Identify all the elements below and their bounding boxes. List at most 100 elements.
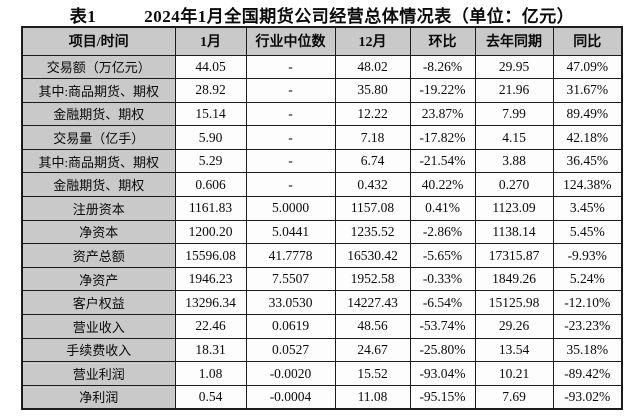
cell-value: 13296.34 (174, 290, 247, 316)
cell-value: 1952.58 (334, 266, 411, 292)
table-row: 其中:商品期货、期权 28.92-35.80 -19.22% 21.96 31.67% (21, 78, 623, 103)
cell-value: 44.05 (174, 54, 247, 80)
table-title-row: 表1 2024年1月全国期货公司经营总体情况表（单位：亿元） (22, 2, 622, 27)
cell-value: 31.67% (552, 78, 623, 103)
cell-value: 29.26 (474, 314, 554, 339)
column-header: 去年同期 (474, 26, 554, 56)
page-title: 2024年1月全国期货公司经营总体情况表（单位：亿元） (144, 7, 575, 26)
cell-value: 7.99 (474, 101, 554, 127)
table-row: 净资产 1946.23 7.5507 1952.58 -0.33% 1849.26 5.24… (21, 266, 623, 292)
cell-value: - (245, 101, 336, 127)
row-label: 交易额（万亿元） (21, 54, 176, 80)
table-row: 金融期货、期权 0.606-0.432 40.22% 0.270 124.38% (21, 172, 623, 198)
row-label: 资产总额 (21, 243, 176, 268)
cell-value: -17.82% (409, 125, 476, 150)
cell-value: 35.80 (334, 78, 411, 103)
cell-value: 5.45% (552, 219, 623, 245)
cell-value: 15596.08 (174, 243, 247, 268)
cell-value: 15.14 (174, 101, 247, 127)
cell-value: 29.95 (474, 54, 554, 80)
cell-value: -23.23% (552, 314, 623, 339)
table-row: 金融期货、期权 15.14-12.22 23.87% 7.99 89.49% (21, 101, 623, 127)
row-label: 净利润 (21, 384, 176, 410)
cell-value: 0.432 (334, 172, 411, 198)
row-label: 营业收入 (21, 314, 176, 339)
cell-value: 4.15 (474, 125, 554, 150)
cell-value: 0.0619 (245, 314, 336, 339)
cell-value: 1235.52 (334, 219, 411, 245)
cell-value: - (245, 172, 336, 198)
table-header-row: 项目/时间 1月 行业中位数 12月 环比 去年同期 同比 (21, 26, 623, 56)
table-row: 净利润 0.54 -0.0004 11.08 -95.15% 7.69 -93.02% (21, 384, 623, 410)
cell-value: 7.5507 (245, 266, 336, 292)
cell-value: 0.54 (174, 384, 247, 410)
cell-value: -53.74% (409, 314, 476, 339)
cell-value: 18.31 (174, 337, 247, 363)
cell-value: 10.21 (474, 361, 554, 386)
cell-value: 5.0441 (245, 219, 336, 245)
cell-value: 124.38% (552, 172, 623, 198)
cell-value: 36.45% (552, 148, 623, 174)
cell-value: 1200.20 (174, 219, 247, 245)
table-row: 其中:商品期货、期权 5.29-6.74 -21.54% 3.88 36.45% (21, 148, 623, 174)
row-label: 交易量（亿手） (21, 125, 176, 150)
cell-value: 0.0527 (245, 337, 336, 363)
row-label: 净资产 (21, 266, 176, 292)
cell-value: 1849.26 (474, 266, 554, 292)
cell-value: 42.18% (552, 125, 623, 150)
cell-value: -89.42% (552, 361, 623, 386)
cell-value: 40.22% (409, 172, 476, 198)
cell-value: -9.93% (552, 243, 623, 268)
cell-value: -25.80% (409, 337, 476, 363)
cell-value: -0.33% (409, 266, 476, 292)
cell-value: 28.92 (174, 78, 247, 103)
cell-value: 0.41% (409, 196, 476, 221)
cell-value: 17315.87 (474, 243, 554, 268)
row-label: 金融期货、期权 (21, 101, 176, 127)
cell-value: 11.08 (334, 384, 411, 410)
cell-value: 1946.23 (174, 266, 247, 292)
cell-value: 16530.42 (334, 243, 411, 268)
table-row: 注册资本 1161.83 5.0000 1157.08 0.41% 1123.09 3.45… (21, 196, 623, 221)
cell-value: 15.52 (334, 361, 411, 386)
cell-value: -12.10% (552, 290, 623, 316)
cell-value: -2.86% (409, 219, 476, 245)
cell-value: 1138.14 (474, 219, 554, 245)
cell-value: 5.29 (174, 148, 247, 174)
cell-value: -8.26% (409, 54, 476, 80)
cell-value: 22.46 (174, 314, 247, 339)
column-header: 12月 (334, 26, 411, 56)
row-label: 其中:商品期货、期权 (21, 148, 176, 174)
cell-value: 0.270 (474, 172, 554, 198)
row-label: 金融期货、期权 (21, 172, 176, 198)
cell-value: 3.88 (474, 148, 554, 174)
cell-value: 12.22 (334, 101, 411, 127)
column-header: 同比 (552, 26, 623, 56)
cell-value: 15125.98 (474, 290, 554, 316)
column-header: 1月 (174, 26, 247, 56)
column-header: 行业中位数 (245, 26, 336, 56)
cell-value: -93.02% (552, 384, 623, 410)
cell-value: 7.18 (334, 125, 411, 150)
cell-value: - (245, 54, 336, 80)
cell-value: 1.08 (174, 361, 247, 386)
cell-value: - (245, 148, 336, 174)
cell-value: - (245, 78, 336, 103)
cell-value: 5.24% (552, 266, 623, 292)
cell-value: -93.04% (409, 361, 476, 386)
table-row: 交易额（万亿元） 44.05-48.02 -8.26% 29.95 47.09% (21, 54, 623, 80)
table-label: 表1 (69, 7, 97, 26)
table-row: 资产总额 15596.08 41.7778 16530.42 -5.65% 17315.8… (21, 243, 623, 268)
cell-value: -0.0020 (245, 361, 336, 386)
row-label: 客户权益 (21, 290, 176, 316)
row-label: 净资本 (21, 219, 176, 245)
cell-value: 5.90 (174, 125, 247, 150)
cell-value: -95.15% (409, 384, 476, 410)
column-header: 环比 (409, 26, 476, 56)
cell-value: 21.96 (474, 78, 554, 103)
cell-value: -0.0004 (245, 384, 336, 410)
cell-value: 3.45% (552, 196, 623, 221)
stats-table: 项目/时间 1月 行业中位数 12月 环比 去年同期 同比 交易额（万亿元） 44.05-48… (21, 26, 623, 410)
cell-value: -5.65% (409, 243, 476, 268)
